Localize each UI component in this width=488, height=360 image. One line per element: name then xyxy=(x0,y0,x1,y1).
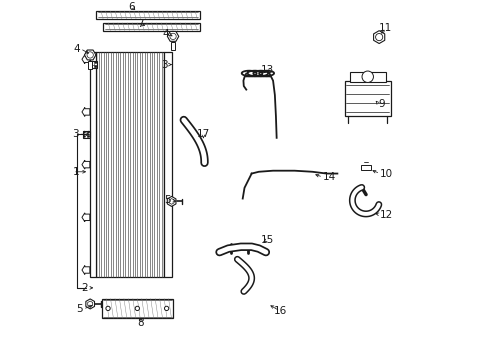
Circle shape xyxy=(95,66,97,68)
Bar xyxy=(90,52,96,277)
Circle shape xyxy=(169,33,176,40)
Bar xyxy=(103,23,200,31)
Circle shape xyxy=(106,306,110,311)
Text: 8: 8 xyxy=(137,318,144,328)
Text: 15: 15 xyxy=(261,235,274,245)
Circle shape xyxy=(83,131,85,133)
Circle shape xyxy=(361,71,373,82)
Bar xyxy=(90,61,97,68)
Text: 12: 12 xyxy=(380,210,393,220)
Polygon shape xyxy=(86,299,94,309)
Bar xyxy=(171,42,175,50)
Polygon shape xyxy=(169,199,174,204)
Text: 6: 6 xyxy=(128,2,135,12)
Circle shape xyxy=(90,62,93,63)
Text: 10: 10 xyxy=(380,168,392,179)
Text: 4: 4 xyxy=(73,44,80,54)
Circle shape xyxy=(164,306,168,311)
Circle shape xyxy=(87,135,90,138)
Text: 11: 11 xyxy=(378,23,391,33)
Circle shape xyxy=(83,135,85,138)
Bar xyxy=(83,131,90,138)
Text: 1: 1 xyxy=(73,167,80,177)
FancyArrow shape xyxy=(82,266,90,274)
Bar xyxy=(96,52,164,277)
Text: 4: 4 xyxy=(163,29,169,39)
Circle shape xyxy=(87,52,93,58)
Circle shape xyxy=(87,131,90,133)
Bar xyxy=(164,52,172,277)
Circle shape xyxy=(95,62,97,63)
Polygon shape xyxy=(373,31,384,44)
Text: 5: 5 xyxy=(164,195,171,205)
Text: 14: 14 xyxy=(323,172,336,182)
Polygon shape xyxy=(84,50,96,60)
Text: 16: 16 xyxy=(273,306,286,316)
Circle shape xyxy=(90,66,93,68)
Text: 2: 2 xyxy=(81,283,88,293)
Polygon shape xyxy=(87,301,92,307)
FancyArrow shape xyxy=(82,213,90,222)
Polygon shape xyxy=(167,31,179,41)
FancyArrow shape xyxy=(82,55,90,64)
FancyArrow shape xyxy=(82,108,90,116)
Bar xyxy=(344,81,390,116)
Text: 13: 13 xyxy=(261,65,274,75)
Bar xyxy=(360,165,370,170)
Bar xyxy=(96,11,200,19)
FancyArrow shape xyxy=(82,160,90,169)
Text: 3: 3 xyxy=(161,60,167,69)
Polygon shape xyxy=(167,197,176,206)
Text: 3: 3 xyxy=(72,129,78,139)
Text: 7: 7 xyxy=(137,19,144,29)
Text: 5: 5 xyxy=(76,304,83,314)
Bar xyxy=(102,298,173,318)
Text: 17: 17 xyxy=(196,129,210,139)
Bar xyxy=(88,61,92,68)
Circle shape xyxy=(375,33,382,41)
Bar xyxy=(349,72,385,82)
Circle shape xyxy=(135,306,139,311)
Text: 9: 9 xyxy=(378,99,384,109)
